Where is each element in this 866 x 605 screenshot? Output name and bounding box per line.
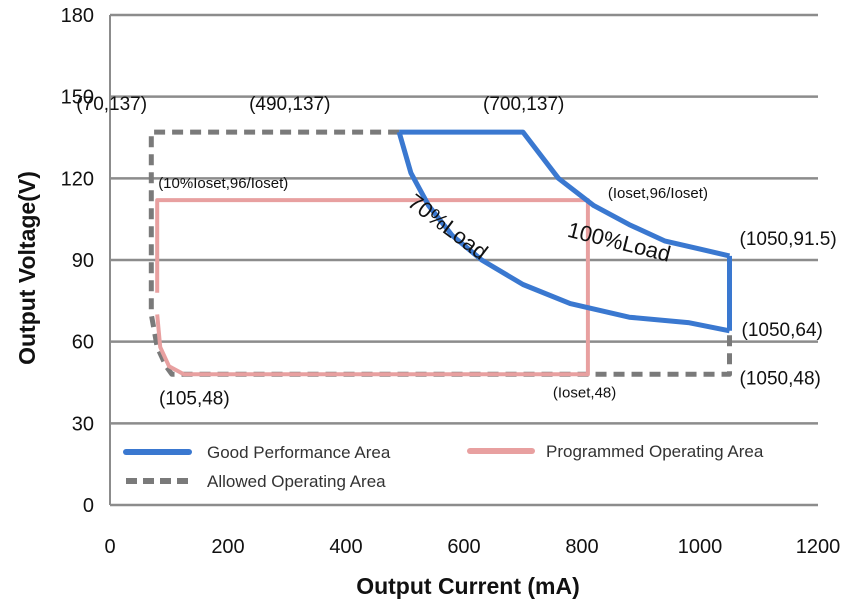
good-performance-100-load-curve [399,129,731,259]
point-annotations: (70,137) (490,137) (700,137) (10%Ioset,96/I… [76,94,836,409]
x-tick-label: 1200 [796,536,841,558]
legend-label-allowed: Allowed Operating Area [207,472,386,491]
point-annotation: (700,137) [483,94,564,115]
y-tick-labels: 0 30 60 90 120 150 180 [61,5,94,517]
allowed-operating-area-line [148,129,732,377]
good-performance-70-load-curve [396,131,730,334]
point-annotation: (70,137) [76,94,147,115]
x-tick-label: 800 [565,536,598,558]
gridlines [109,13,818,507]
x-tick-label: 400 [329,536,362,558]
y-tick-label: 0 [83,495,94,517]
point-annotation: (105,48) [159,388,230,409]
x-tick-label: 200 [211,536,244,558]
point-annotation: (1050,48) [740,368,821,389]
y-tick-label: 180 [61,5,94,27]
y-tick-label: 90 [72,250,94,272]
series-lines [148,129,732,377]
point-annotation: (Ioset,48) [553,384,616,401]
point-annotation: (Ioset,96/Ioset) [608,185,708,202]
point-annotation: (1050,64) [742,320,823,341]
legend-label-good: Good Performance Area [207,443,391,462]
x-tick-labels: 0 200 400 600 800 1000 1200 [104,536,840,558]
x-axis-title: Output Current (mA) [356,573,580,599]
point-annotation: (490,137) [249,94,330,115]
x-tick-label: 1000 [678,536,723,558]
y-tick-label: 150 [61,87,94,109]
y-axis-title: Output Voltage(V) [14,171,40,365]
legend-label-programmed: Programmed Operating Area [546,442,764,461]
x-tick-label: 600 [447,536,480,558]
y-tick-label: 60 [72,332,94,354]
legend-background [112,427,817,502]
y-tick-label: 120 [61,168,94,190]
point-annotation: (10%Ioset,96/Ioset) [158,175,288,192]
x-tick-label: 0 [104,536,115,558]
legend: Good Performance Area Programmed Operati… [123,442,764,491]
y-tick-label: 30 [72,413,94,435]
point-annotation: (1050,91.5) [740,229,837,250]
programmed-operating-area-line [155,198,590,377]
